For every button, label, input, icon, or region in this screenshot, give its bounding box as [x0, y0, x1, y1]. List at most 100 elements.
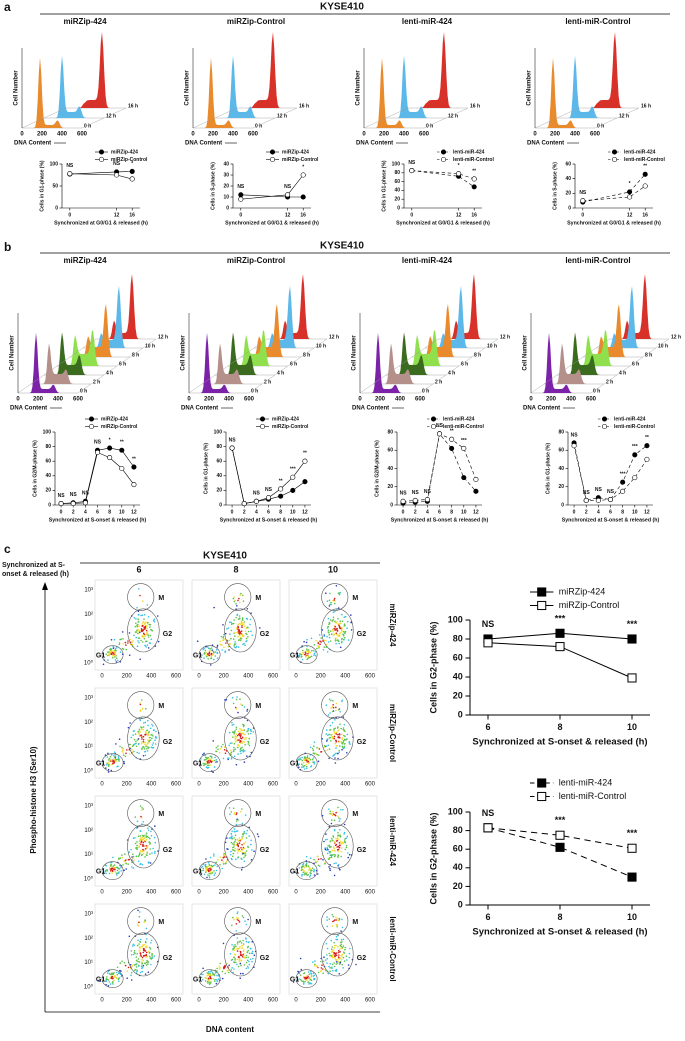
event-dot — [332, 915, 335, 918]
event-dot — [243, 738, 246, 740]
event-dot — [214, 756, 216, 759]
x-tick-label: 8 — [279, 509, 282, 515]
event-dot — [343, 639, 345, 641]
event-dot — [213, 855, 215, 857]
event-dot — [247, 630, 250, 633]
event-dot — [332, 631, 335, 633]
event-dot — [134, 625, 137, 628]
event-dot — [137, 925, 140, 927]
y-tick-label: 0 — [397, 205, 400, 211]
event-dot — [237, 626, 240, 629]
event-dot — [337, 634, 340, 637]
event-dot — [132, 640, 134, 642]
event-dot — [242, 939, 244, 942]
y-tick-label: 100 — [448, 614, 463, 624]
event-dot — [300, 869, 303, 872]
gate-g2 — [224, 824, 257, 869]
event-dot — [244, 814, 247, 816]
event-dot — [216, 967, 218, 970]
floor-edge — [81, 107, 127, 129]
event-dot — [329, 845, 331, 848]
event-dot — [117, 765, 119, 768]
gate-g2 — [224, 716, 257, 761]
event-dot — [108, 872, 111, 875]
event-dot — [333, 847, 336, 850]
event-dot — [106, 869, 108, 871]
event-dot — [145, 834, 147, 836]
event-dot — [310, 975, 313, 977]
event-dot — [236, 843, 239, 845]
gate-label: G1 — [96, 760, 105, 767]
event-dot — [332, 846, 335, 848]
y-tick-label: 0 — [458, 709, 463, 719]
gate-label: M — [352, 595, 358, 602]
flow-x-tick: 600 — [365, 782, 376, 788]
event-dot — [237, 947, 240, 950]
event-dot — [334, 752, 337, 755]
event-dot — [334, 719, 336, 721]
event-dot — [118, 643, 121, 646]
event-dot — [143, 949, 145, 952]
flow-y-tick: 10¹ — [84, 744, 93, 750]
event-dot — [341, 918, 343, 921]
event-dot — [328, 636, 331, 639]
event-dot — [130, 848, 132, 851]
time-label: 8 h — [132, 352, 139, 358]
event-dot — [232, 638, 235, 640]
y-tick-label: 30 — [223, 172, 229, 178]
event-dot — [116, 874, 118, 876]
event-dot — [226, 628, 228, 630]
event-dot — [143, 944, 146, 946]
event-dot — [122, 643, 124, 645]
event-dot — [241, 732, 244, 734]
y-tick-label: 80 — [387, 429, 393, 435]
event-dot — [330, 955, 333, 957]
event-dot — [232, 916, 234, 919]
event-dot — [335, 970, 338, 972]
event-dot — [112, 983, 114, 985]
event-dot — [343, 723, 346, 726]
event-dot — [338, 729, 340, 731]
y-axis-label: Cells in G2-phase (%) — [428, 621, 438, 713]
event-dot — [235, 733, 237, 735]
event-dot — [243, 856, 245, 859]
event-dot — [323, 646, 326, 648]
event-dot — [133, 944, 136, 947]
event-dot — [307, 971, 310, 973]
event-dot — [141, 630, 143, 633]
event-dot — [303, 972, 305, 975]
event-dot — [227, 627, 230, 629]
event-dot — [111, 867, 113, 870]
event-dot — [342, 633, 344, 636]
event-dot — [335, 709, 337, 712]
event-dot — [336, 938, 339, 941]
legend-marker — [537, 791, 547, 802]
event-dot — [241, 836, 243, 838]
event-dot — [116, 872, 118, 874]
event-dot — [344, 848, 347, 851]
event-dot — [147, 950, 150, 953]
event-dot — [305, 873, 307, 876]
flow-y-tick: 10⁰ — [84, 767, 94, 774]
event-dot — [99, 980, 101, 982]
event-dot — [234, 741, 237, 743]
event-dot — [338, 749, 341, 752]
legend-marker — [611, 156, 618, 163]
event-dot — [135, 846, 137, 849]
event-dot — [355, 963, 357, 966]
event-dot — [120, 638, 122, 640]
event-dot — [148, 731, 150, 733]
event-dot — [232, 855, 234, 858]
event-dot — [133, 634, 135, 637]
column-label: 6 — [136, 564, 141, 574]
time-label: 16 h — [128, 103, 138, 109]
event-dot — [241, 944, 244, 947]
event-dot — [249, 732, 252, 735]
event-dot — [318, 748, 321, 750]
hist-x-tick: 200 — [33, 397, 44, 403]
event-dot — [149, 739, 152, 741]
event-dot — [121, 854, 123, 856]
event-dot — [152, 725, 154, 727]
event-dot — [129, 722, 131, 724]
event-dot — [245, 954, 248, 957]
